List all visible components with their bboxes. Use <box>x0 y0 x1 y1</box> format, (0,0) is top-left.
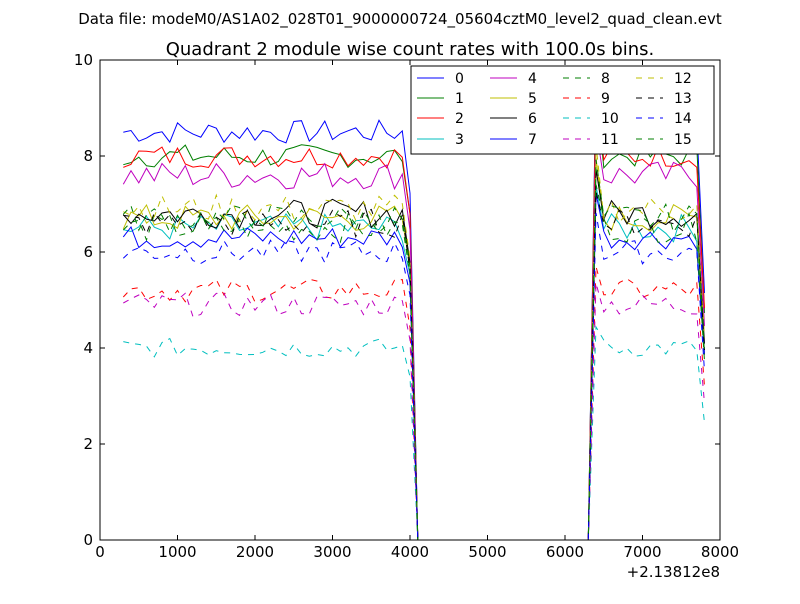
legend-label-5: 5 <box>528 91 537 107</box>
legend-label-6: 6 <box>528 111 537 127</box>
y-tick-label: 10 <box>74 51 93 69</box>
y-tick-label: 4 <box>83 339 93 357</box>
x-tick-label: 4000 <box>391 543 429 561</box>
y-tick-label: 2 <box>83 435 93 453</box>
legend-label-11: 11 <box>601 132 619 148</box>
x-tick-label: 5000 <box>468 543 506 561</box>
chart-title: Quadrant 2 module wise count rates with … <box>166 39 655 60</box>
legend-label-12: 12 <box>674 71 692 87</box>
series-line-10 <box>123 325 705 541</box>
y-tick-label: 8 <box>83 147 93 165</box>
x-tick-label: 3000 <box>313 543 351 561</box>
legend-label-13: 13 <box>674 91 692 107</box>
x-tick-label: 7000 <box>623 543 661 561</box>
y-tick-label: 6 <box>83 243 93 261</box>
x-tick-label: 6000 <box>546 543 584 561</box>
series-line-15 <box>122 159 705 541</box>
x-tick-label: 0 <box>95 543 105 561</box>
x-tick-label: 8000 <box>701 543 739 561</box>
x-offset-label: +2.13812e8 <box>627 563 720 581</box>
series-layer <box>122 75 705 541</box>
series-line-13 <box>123 191 705 541</box>
legend-label-10: 10 <box>601 111 619 127</box>
legend-label-3: 3 <box>455 132 464 148</box>
legend-label-0: 0 <box>455 71 464 87</box>
x-tick-label: 2000 <box>236 543 274 561</box>
suptitle: Data file: modeM0/AS1A02_028T01_90000007… <box>78 10 722 29</box>
legend-label-2: 2 <box>455 111 464 127</box>
legend-label-15: 15 <box>674 132 692 148</box>
legend-label-1: 1 <box>455 91 464 107</box>
legend-label-14: 14 <box>674 111 692 127</box>
y-tick-label: 0 <box>83 531 93 549</box>
series-line-14 <box>122 212 705 541</box>
legend-label-7: 7 <box>528 132 537 148</box>
legend-label-4: 4 <box>528 71 537 87</box>
legend-label-8: 8 <box>601 71 610 87</box>
x-tick-label: 1000 <box>158 543 196 561</box>
x-axis: 0 1000 2000 3000 4000 5000 6000 7000 8000 <box>95 60 739 561</box>
legend-frame <box>410 65 715 155</box>
legend-label-9: 9 <box>601 91 610 107</box>
